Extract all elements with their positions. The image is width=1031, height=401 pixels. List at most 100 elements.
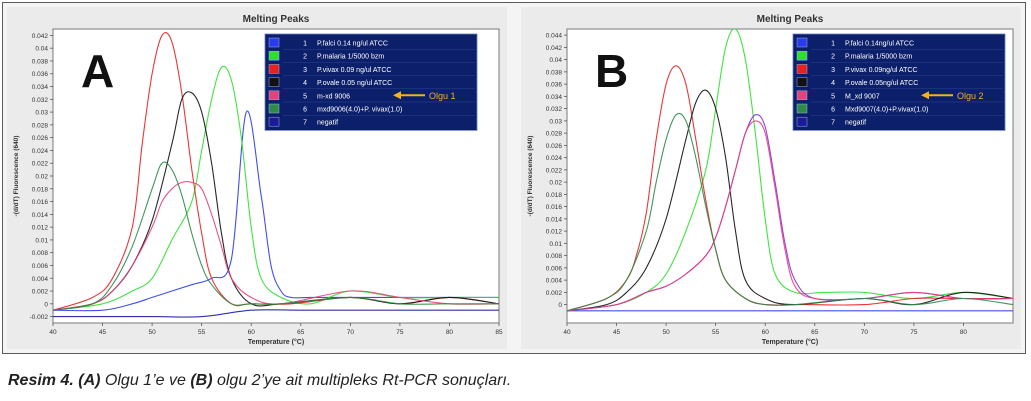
x-tick-label: 65 — [811, 329, 819, 336]
y-tick-label: 0.038 — [32, 58, 49, 65]
y-tick-label: 0.024 — [546, 155, 563, 162]
caption-prefix: Resim 4. — [8, 372, 79, 389]
legend-label: P.falci 0.14ng/ul ATCC — [845, 41, 914, 48]
x-tick-label: 65 — [297, 329, 305, 336]
y-tick-label: 0.036 — [32, 71, 49, 78]
legend-number: 2 — [831, 54, 835, 61]
y-tick-label: 0.032 — [546, 106, 563, 113]
y-tick-label: 0.032 — [32, 97, 49, 104]
legend-number: 4 — [831, 80, 835, 87]
y-tick-label: 0.012 — [32, 225, 49, 232]
y-tick-label: 0.042 — [32, 33, 49, 40]
legend-number: 7 — [303, 120, 307, 127]
y-tick-label: 0.026 — [32, 135, 49, 142]
legend-swatch — [796, 37, 808, 48]
caption-text-2: olgu 2’ye ait multipleks Rt-PCR sonuçlar… — [212, 372, 512, 389]
annotation-label: Olgu 1 — [429, 91, 456, 101]
y-tick-label: 0.004 — [546, 278, 563, 285]
series-line-7 — [567, 112, 1013, 312]
y-tick-label: 0.034 — [546, 94, 563, 101]
x-tick-label: 40 — [563, 329, 571, 336]
legend-label: M_xd 9007 — [845, 93, 880, 100]
annotation-arrow-head — [921, 91, 929, 100]
x-axis-label: Temperature (°C) — [248, 338, 304, 346]
chart-svg: Melting Peaks0.0420.040.0380.0360.0340.0… — [7, 7, 507, 349]
panel-letter: B — [595, 45, 628, 97]
legend-swatch — [268, 77, 280, 87]
annotation-arrow-head — [393, 91, 401, 100]
y-tick-label: 0.014 — [546, 216, 563, 223]
legend-number: 3 — [831, 67, 835, 74]
x-tick-label: 45 — [99, 329, 107, 336]
legend-label: P.ovale 0.05ng/ul ATCC — [845, 80, 918, 87]
panel-b: Melting Peaks 0.044 0.042 0.04 0.038 0.036 0.0… — [521, 7, 1021, 349]
y-tick-label: 0.038 — [546, 69, 563, 76]
chart-svg: Melting Peaks0.0440.0420.040.0380.0360.0… — [521, 7, 1021, 349]
legend-swatch — [796, 90, 808, 101]
caption-a-marker: (A) — [78, 372, 101, 389]
legend-swatch — [268, 64, 280, 74]
legend-number: 2 — [303, 54, 307, 61]
x-tick-label: 75 — [396, 329, 404, 336]
series-line-2 — [567, 29, 1013, 312]
y-tick-label: 0.036 — [546, 82, 563, 89]
chart-title: Melting Peaks — [757, 14, 824, 25]
y-axis-label: -(d/dT) Fluorescence (640) — [527, 136, 534, 217]
x-tick-label: 60 — [248, 329, 256, 336]
y-tick-label: 0.042 — [546, 45, 563, 52]
x-tick-label: 45 — [613, 329, 621, 336]
annotation-label: Olgu 2 — [957, 91, 984, 101]
legend-number: 5 — [831, 93, 835, 100]
y-tick-label: 0.002 — [32, 289, 49, 296]
y-tick-label: 0.016 — [32, 199, 49, 206]
legend-label: negatif — [317, 120, 338, 127]
caption-text-1: Olgu 1’e ve — [100, 372, 191, 389]
legend-number: 6 — [831, 107, 835, 114]
legend-swatch — [268, 50, 280, 61]
x-axis-label: Temperature (°C) — [762, 338, 818, 346]
caption-b-marker: (B) — [190, 372, 213, 389]
series-line-7 — [53, 309, 499, 318]
legend-number: 6 — [303, 107, 307, 114]
y-tick-label: 0.028 — [546, 131, 563, 138]
y-tick-label: 0.04 — [35, 46, 48, 53]
x-tick-label: 60 — [762, 329, 770, 336]
series-line-5 — [53, 181, 499, 311]
legend-swatch — [268, 103, 280, 114]
y-tick-label: 0.004 — [32, 276, 49, 283]
legend-label: negatif — [845, 120, 866, 127]
x-tick-label: 40 — [49, 329, 57, 336]
x-tick-label: 55 — [198, 329, 206, 336]
legend-swatch — [268, 37, 280, 48]
legend-label: m-xd 9006 — [317, 93, 350, 100]
legend-number: 7 — [831, 120, 835, 127]
figure-frame: Melting Peaks 0.042 0.04 0.038 0.036 0.034 0.0… — [2, 2, 1026, 354]
y-tick-label: 0.026 — [546, 143, 563, 150]
legend-label: P.ovale 0.05 ng/ul ATCC — [317, 80, 392, 87]
y-tick-label: 0.03 — [35, 110, 48, 117]
legend-label: P.vivax 0.09ng/ul ATCC — [845, 67, 918, 74]
legend-box — [264, 33, 478, 131]
x-tick-label: 70 — [861, 329, 869, 336]
y-axis-label: -(d/dT) Fluorescence (640) — [13, 136, 20, 217]
legend-label: Mxd9007(4.0)+P.vivax(1.0) — [845, 107, 928, 114]
x-tick-label: 80 — [960, 329, 968, 336]
y-tick-label: 0.01 — [35, 237, 48, 244]
y-tick-label: 0.02 — [549, 180, 562, 187]
legend-label: P.vivax 0.09 ng/ul ATCC — [317, 67, 391, 74]
y-tick-label: 0.022 — [546, 167, 563, 174]
y-tick-label: 0.014 — [32, 212, 49, 219]
series-group — [567, 29, 1013, 312]
y-tick-label: 0.03 — [549, 118, 562, 125]
y-tick-label: 0.006 — [546, 265, 563, 272]
y-tick-label: 0.018 — [546, 192, 563, 199]
panel-letter: A — [81, 45, 114, 97]
y-tick-label: 0.002 — [546, 290, 563, 297]
x-tick-label: 50 — [662, 329, 670, 336]
y-tick-label: 0.016 — [546, 204, 563, 211]
legend-box — [792, 33, 1006, 131]
y-tick-label: 0.008 — [546, 253, 563, 260]
legend-number: 1 — [303, 41, 307, 48]
y-tick-label: 0.034 — [32, 84, 49, 91]
legend-number: 3 — [303, 67, 307, 74]
